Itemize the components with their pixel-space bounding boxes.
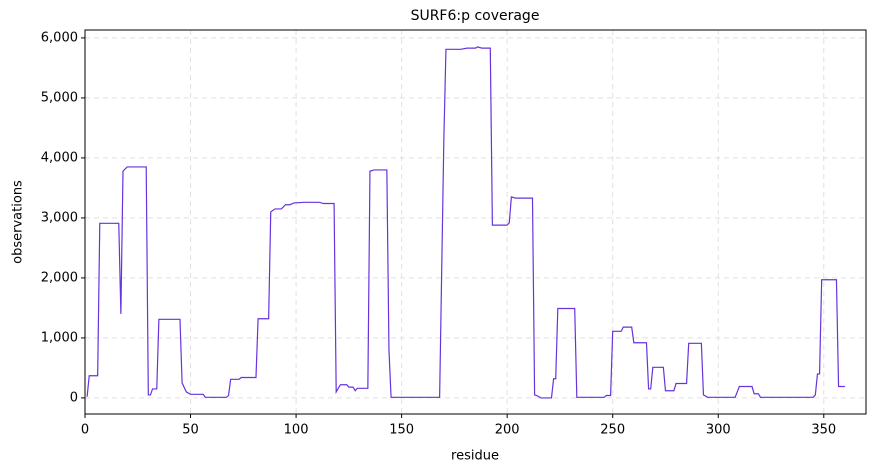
x-tick-label: 50: [182, 423, 199, 438]
x-axis-label: residue: [451, 449, 499, 464]
y-tick-label: 2,000: [41, 270, 78, 285]
x-tick-label: 150: [389, 423, 414, 438]
x-tick-label: 200: [495, 423, 520, 438]
x-tick-label: 100: [284, 423, 309, 438]
data-line: [86, 46, 845, 399]
y-tick-label: 0: [70, 390, 78, 405]
y-tick-label: 1,000: [41, 330, 78, 345]
y-tick-label: 5,000: [41, 90, 78, 105]
x-tick-label: 300: [706, 423, 731, 438]
x-tick-label: 250: [600, 423, 625, 438]
y-tick-label: 6,000: [41, 30, 78, 45]
chart-title: SURF6:p coverage: [411, 8, 540, 24]
y-tick-label: 4,000: [41, 150, 78, 165]
y-tick-label: 3,000: [41, 210, 78, 225]
plot-frame: [84, 29, 867, 415]
y-axis-label: observations: [11, 180, 26, 264]
x-tick-label: 350: [811, 423, 836, 438]
x-tick-label: 0: [81, 423, 89, 438]
